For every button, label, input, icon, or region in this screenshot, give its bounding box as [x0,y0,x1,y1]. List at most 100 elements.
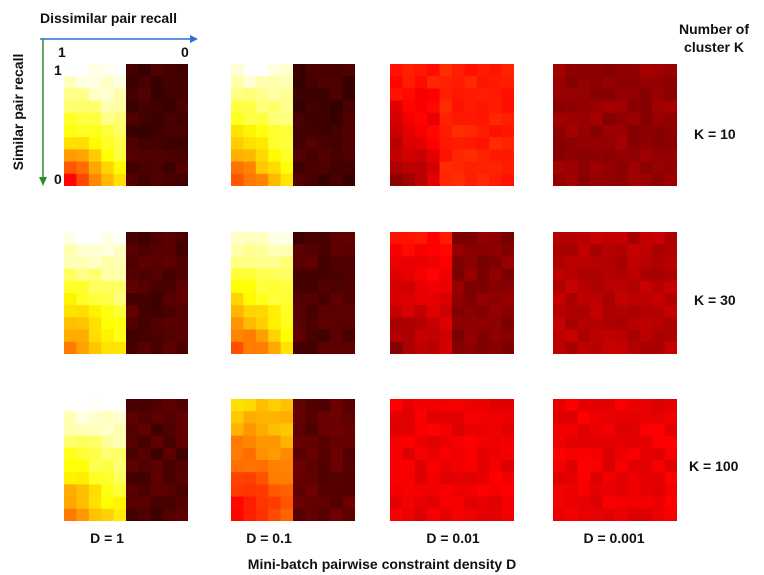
heatmap-cell [390,472,403,485]
heatmap-cell [64,484,77,498]
heatmap-cell [64,399,77,412]
heatmap-cell [76,399,90,412]
heatmap-cell [639,399,653,412]
heatmap-cell [489,268,503,282]
heatmap-cell [126,508,139,521]
heatmap-cell [590,64,604,77]
heatmap-cell [231,329,244,343]
heatmap-cell [268,423,282,437]
heatmap-cell [489,244,503,257]
heatmap-cell [293,137,306,150]
heatmap-cell [501,100,514,114]
heatmap-cell [163,173,177,186]
heatmap-cell [489,280,503,294]
heatmap-cell [305,484,319,498]
heatmap-cell [615,232,628,245]
heatmap-cell [577,256,591,270]
heatmap-cell [602,100,616,114]
heatmap-cell [664,411,677,424]
heatmap-cell [113,472,127,485]
heatmap-cell [639,173,653,186]
heatmap-cell [138,399,152,412]
heatmap-cell [280,329,294,343]
heatmap-cell [414,329,428,343]
heatmap-cell [476,447,490,461]
heatmap-cell [175,447,188,461]
heatmap-cell [452,411,465,424]
heatmap-cell [293,317,306,331]
heatmap-cell [427,508,441,521]
heatmap-cell [439,149,453,163]
heatmap-cell [390,447,403,461]
heatmap-cell [175,280,188,294]
heatmap-cell [113,399,127,412]
heatmap-cell [501,460,514,473]
heatmap-cell [231,399,244,412]
heatmap-cell [342,256,355,270]
heatmap-cell [305,447,319,461]
heatmap-cell [615,76,628,89]
heatmap-cell [293,268,306,282]
heatmap-cell [414,88,428,102]
heatmap-cell [565,76,579,89]
heatmap-cell [476,100,490,114]
heatmap-cell [553,411,566,424]
heatmap-cell [280,341,294,354]
heatmap-cell [565,460,579,473]
heatmap-cell [627,125,641,138]
heatmap-cell [175,329,188,343]
heatmap-cell [163,484,177,498]
heatmap-cell [439,256,453,270]
heatmap-cell [88,341,102,354]
heatmap-cell [639,161,653,175]
heatmap-cell [452,293,465,306]
heatmap-cell [565,484,579,498]
heatmap-cell [664,173,677,186]
heatmap-cell [452,137,465,150]
heatmap-cell [414,112,428,126]
y-axis-arrowhead [39,177,47,186]
heatmap-cell [427,293,441,306]
heatmap-cell [268,137,282,150]
heatmap-cell [126,137,139,150]
heatmap-cell [255,317,269,331]
heatmap-cell [639,472,653,485]
heatmap-cell [639,64,653,77]
heatmap-cell [64,329,77,343]
heatmap-cell [390,484,403,498]
heatmap-cell [330,268,344,282]
heatmap-cell [64,112,77,126]
heatmap-cell [476,484,490,498]
heatmap-cell [243,161,257,175]
heatmap-cell [64,268,77,282]
heatmap-cell [590,244,604,257]
heatmap-cell [439,460,453,473]
heatmap-cell [489,484,503,498]
heatmap-cell [501,496,514,510]
heatmap-cell [305,293,319,306]
heatmap-cell [113,460,127,473]
heatmap-cell [88,137,102,150]
heatmap-cell [138,173,152,186]
heatmap-cell [293,484,306,498]
heatmap-cell [268,508,282,521]
heatmap-cell [489,232,503,245]
heatmap-cell [452,64,465,77]
heatmap-cell [268,76,282,89]
heatmap-cell [452,112,465,126]
heatmap-cell [126,399,139,412]
heatmap-cell [553,508,566,521]
heatmap-cell [243,447,257,461]
heatmap-cell [255,232,269,245]
heatmap-cell [76,305,90,318]
heatmap-cell [126,317,139,331]
heatmap-cell [64,317,77,331]
heatmap-cell [268,149,282,163]
heatmap-cell [150,293,164,306]
heatmap-cell [590,280,604,294]
heatmap-panel-r2-c1 [231,399,355,521]
heatmap-cell [553,161,566,175]
heatmap-cell [175,161,188,175]
heatmap-cell [439,399,453,412]
heatmap-cell [255,484,269,498]
